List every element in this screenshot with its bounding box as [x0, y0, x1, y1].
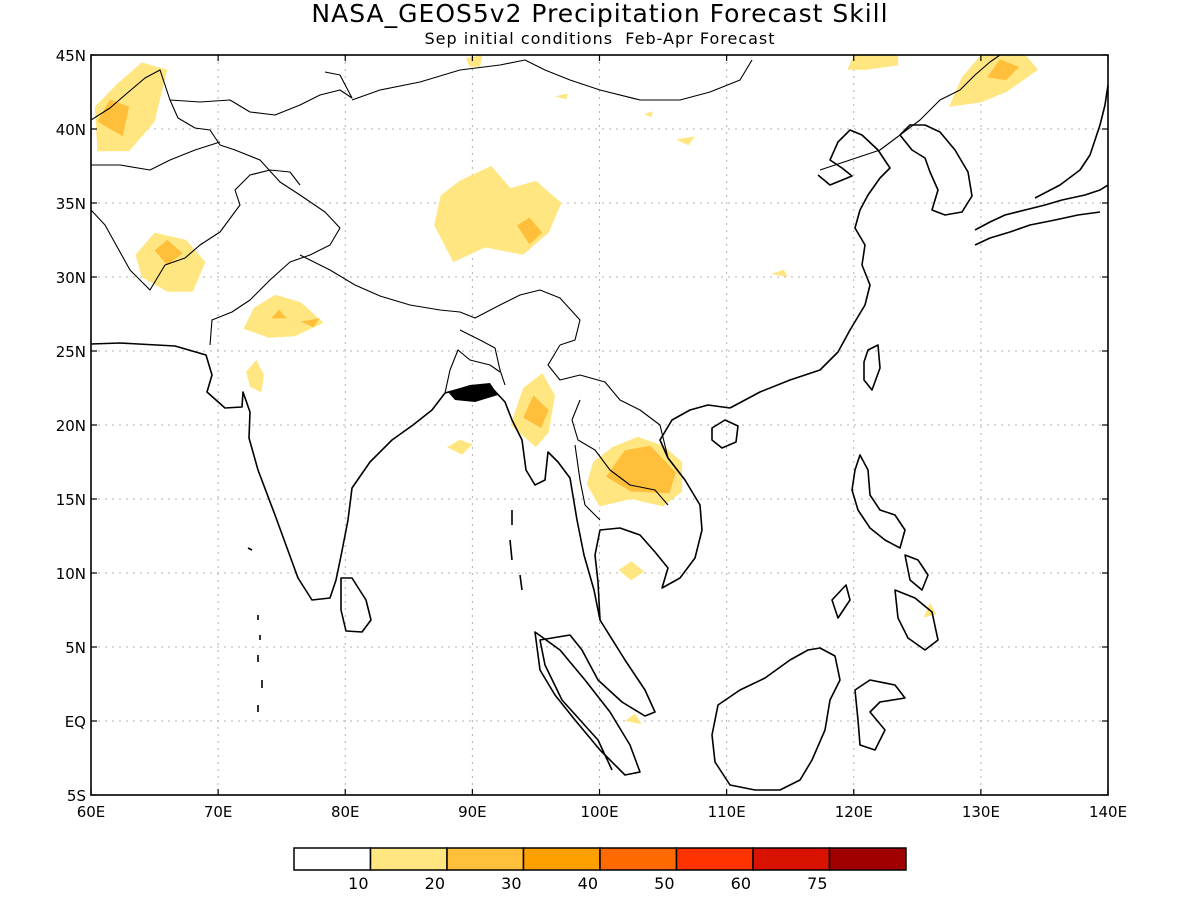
skill-region	[605, 445, 676, 494]
skill-region	[618, 561, 644, 581]
latitude-label: 30N	[56, 269, 86, 287]
china-coastline	[729, 129, 891, 409]
skill-region	[434, 166, 562, 263]
sumatra-coastline	[534, 631, 641, 776]
colorbar-swatch	[752, 847, 831, 871]
sri-lanka-coastline	[340, 577, 372, 633]
colorbar-swatch	[599, 847, 678, 871]
skill-region	[644, 111, 653, 118]
skill-region	[300, 318, 320, 328]
colorbar-swatch	[446, 847, 525, 871]
skill-region	[847, 55, 899, 70]
skill-region	[246, 359, 264, 393]
skill-region	[771, 269, 788, 277]
northwest-borders	[91, 69, 341, 346]
skill-region	[466, 55, 483, 67]
colorbar-label: 60	[731, 874, 751, 893]
latitude-label: 25N	[56, 343, 86, 361]
colorbar-swatch	[522, 847, 601, 871]
skill-region	[271, 309, 287, 319]
skill-region	[949, 55, 1039, 107]
hainan-coastline	[711, 419, 739, 449]
longitude-label: 100E	[580, 803, 618, 821]
indochina-coastline	[444, 385, 656, 771]
japan-coastline	[974, 84, 1108, 246]
skill-region	[154, 240, 183, 266]
ganges-delta	[448, 383, 498, 402]
skill-shading	[94, 55, 1039, 724]
map-subtitle: Sep initial conditions Feb-Apr Forecast	[424, 29, 775, 48]
colorbar-label: 50	[654, 874, 674, 893]
country-borders	[91, 55, 1001, 521]
skill-region	[624, 713, 642, 724]
laos-thai-border	[571, 399, 669, 521]
colorbar-label: 75	[807, 874, 827, 893]
longitude-label: 120E	[835, 803, 873, 821]
longitude-tick-labels: 60E 70E 80E 90E 100E 110E 120E 130E 140E	[77, 803, 1127, 821]
latitude-label: 20N	[56, 417, 86, 435]
map-gridlines	[91, 55, 1108, 795]
map-frame	[90, 54, 1109, 796]
afghan-pak-border	[91, 169, 301, 291]
latitude-label: 5S	[67, 787, 86, 805]
map-title: NASA_GEOS5v2 Precipitation Forecast Skil…	[311, 0, 888, 28]
myanmar-border	[459, 329, 669, 459]
colorbar-swatch	[369, 847, 448, 871]
latitude-tick-labels: 45N 40N 35N 30N 25N 20N 15N 10N 5N EQ 5S	[56, 47, 86, 805]
skill-region	[97, 99, 130, 137]
colorbar: 10 20 30 40 50 60 75	[293, 847, 907, 893]
latitude-label: 35N	[56, 195, 86, 213]
longitude-label: 80E	[331, 803, 360, 821]
philippines-coastline	[831, 454, 939, 651]
central-asia-borders	[91, 71, 353, 171]
axis-ticks	[90, 54, 1109, 796]
longitude-label: 60E	[77, 803, 106, 821]
longitude-label: 130E	[962, 803, 1000, 821]
longitude-label: 140E	[1089, 803, 1127, 821]
longitude-label: 110E	[708, 803, 746, 821]
korea-coastline	[899, 124, 973, 216]
northeast-border	[819, 55, 1001, 171]
colorbar-label: 30	[501, 874, 521, 893]
skill-region	[675, 136, 695, 146]
india-coastline	[91, 342, 446, 601]
andaman-islands	[509, 510, 523, 591]
skill-region	[446, 439, 473, 455]
colorbar-swatch	[828, 847, 907, 871]
longitude-label: 90E	[458, 803, 487, 821]
borneo-coastline	[711, 647, 841, 791]
bangladesh-border	[444, 349, 501, 394]
sulawesi-coastline	[854, 679, 906, 751]
maldives-islands	[247, 547, 263, 712]
taiwan-coastline	[863, 344, 881, 391]
latitude-label: 10N	[56, 565, 86, 583]
skill-region	[523, 395, 549, 428]
himalaya-border	[299, 254, 581, 346]
latitude-label: 40N	[56, 121, 86, 139]
skill-region	[555, 93, 568, 100]
colorbar-label: 10	[348, 874, 368, 893]
colorbar-swatch	[293, 847, 372, 871]
skill-region	[94, 62, 168, 152]
colorbar-label: 40	[578, 874, 598, 893]
colorbar-swatch	[675, 847, 754, 871]
mongolia-border	[351, 59, 753, 101]
latitude-label: 45N	[56, 47, 86, 65]
latitude-label: 15N	[56, 491, 86, 509]
colorbar-label: 20	[425, 874, 445, 893]
longitude-label: 70E	[204, 803, 233, 821]
coastlines	[91, 84, 1108, 791]
latitude-label: EQ	[65, 713, 86, 731]
skill-region	[987, 59, 1019, 81]
skill-region	[516, 217, 543, 245]
vietnam-coastline	[594, 404, 731, 621]
latitude-label: 5N	[65, 639, 86, 657]
